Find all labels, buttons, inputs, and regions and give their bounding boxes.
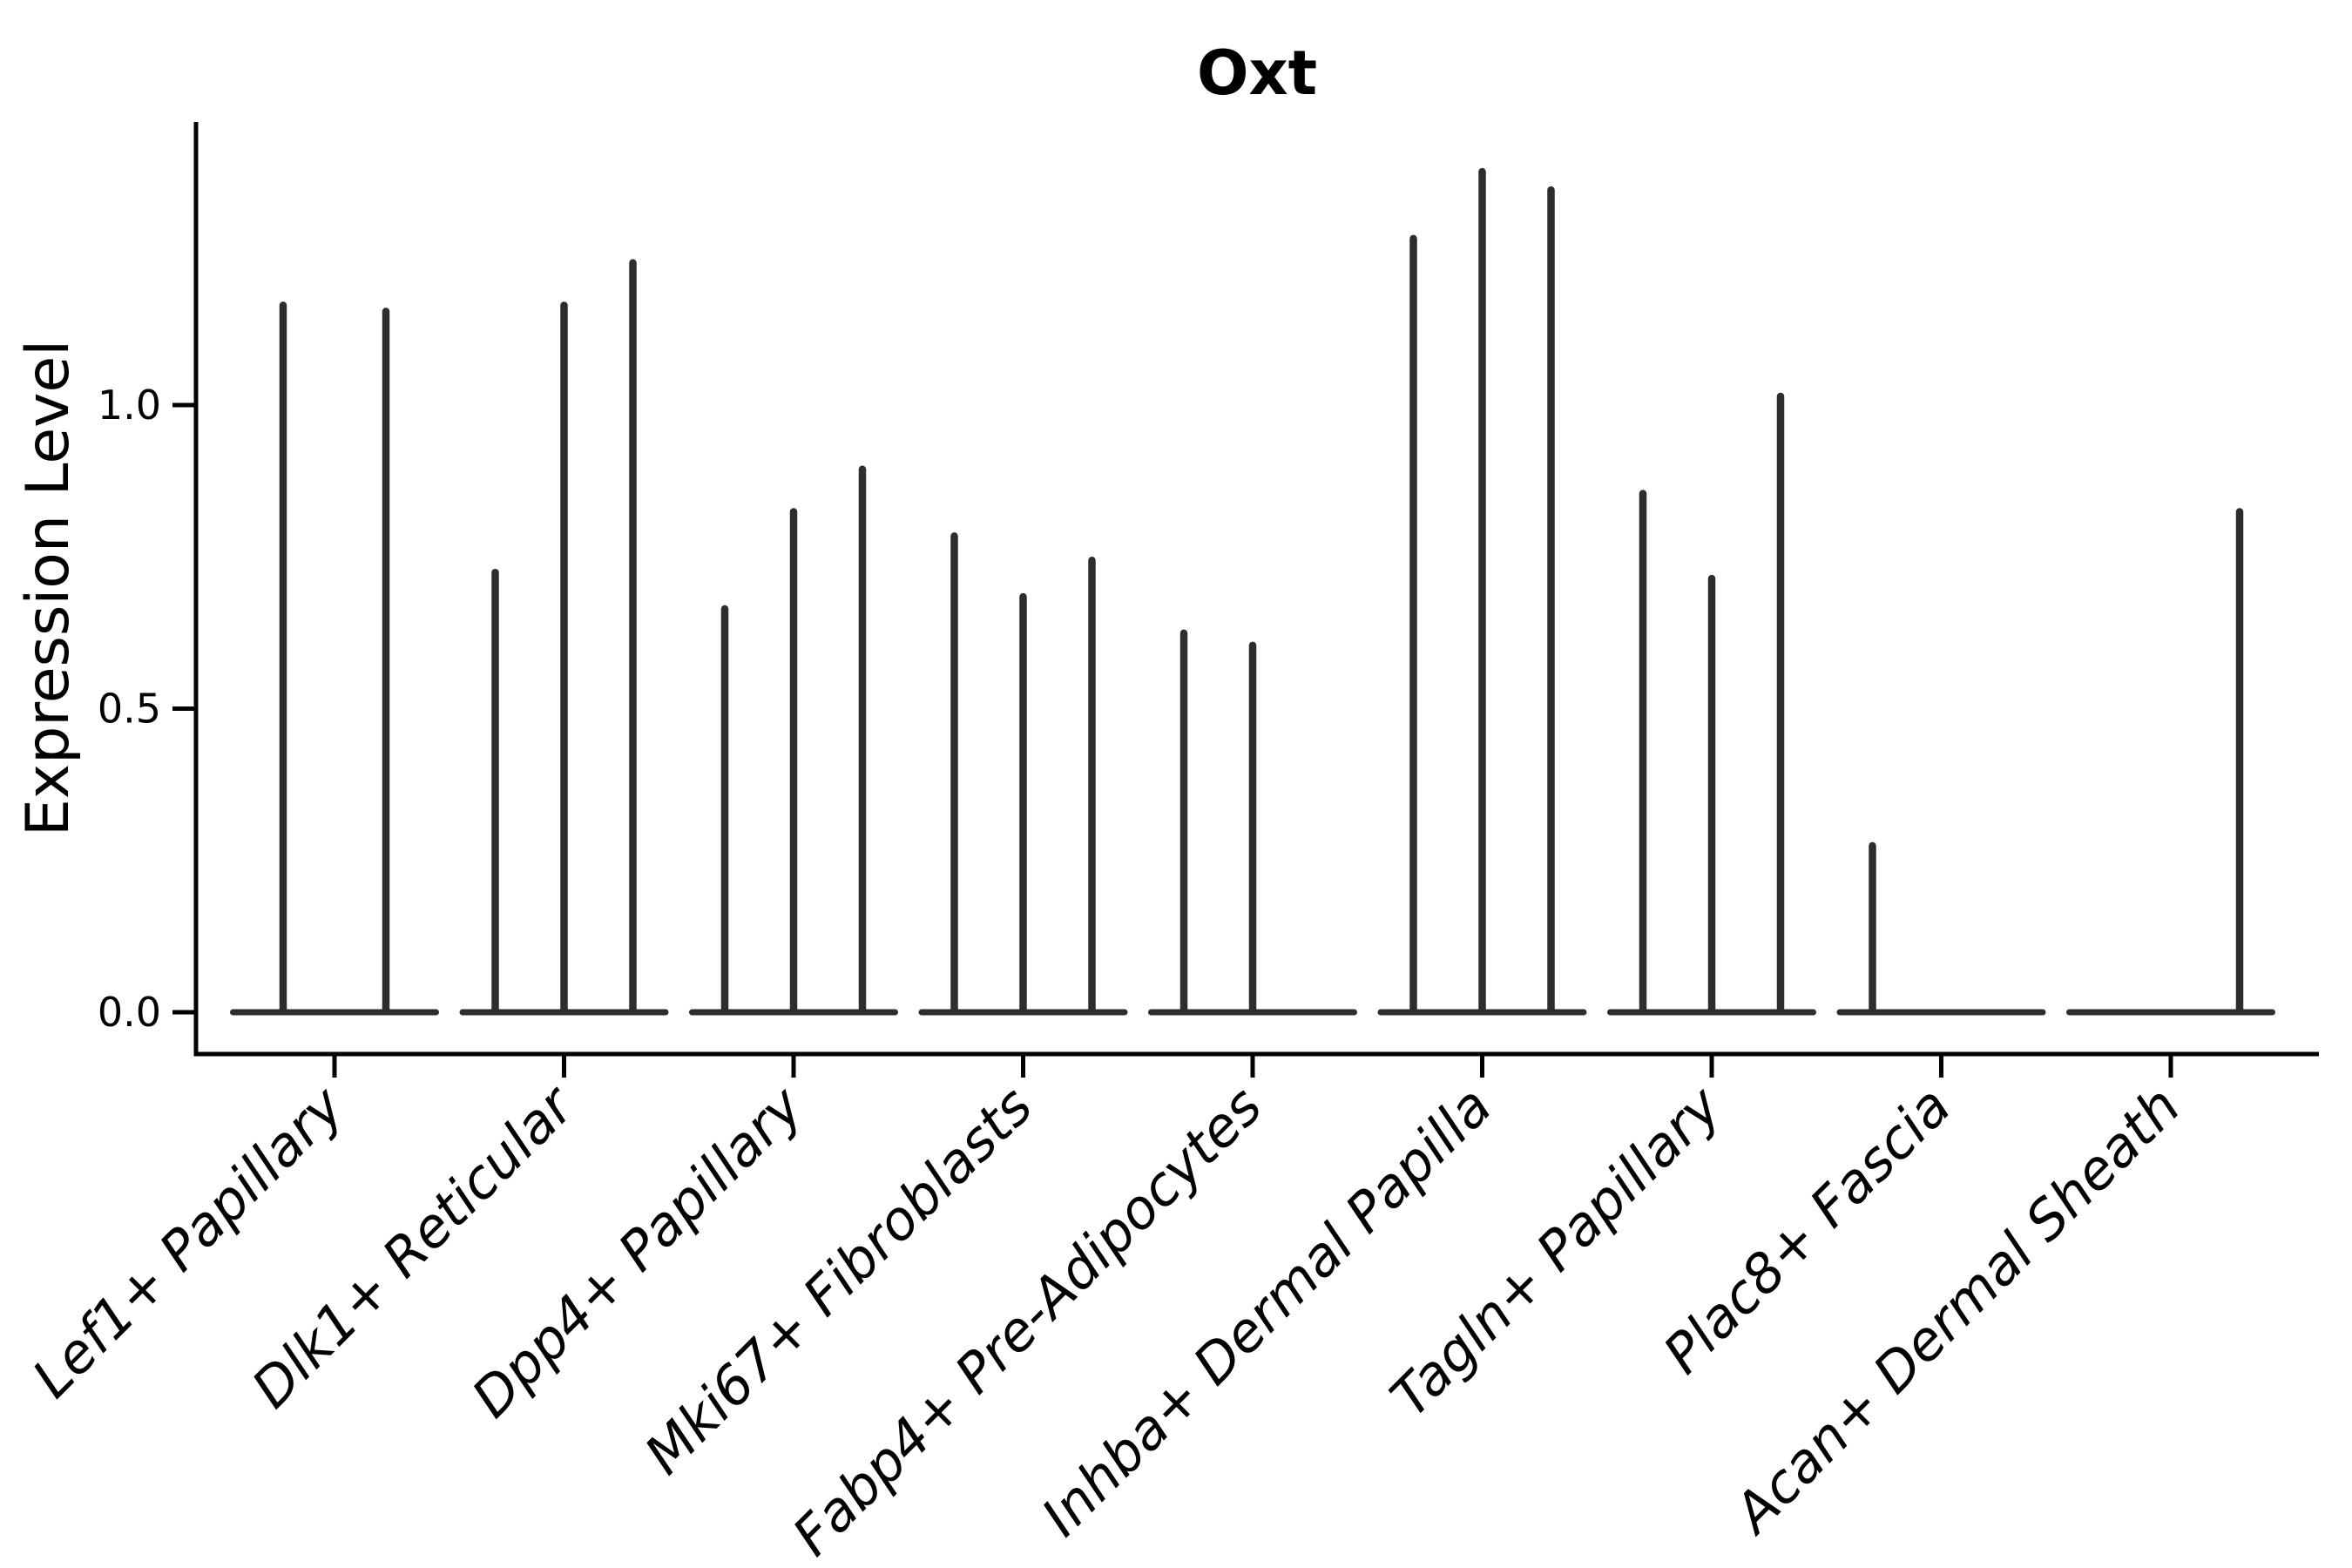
baseline-violin [2066, 1009, 2275, 1016]
y-tick-label: 0.5 [98, 686, 161, 733]
chart-title: Oxt [1197, 37, 1317, 109]
y-axis-label: Expression Level [14, 340, 83, 836]
baseline-violin [1836, 1009, 2046, 1016]
baseline-violin [230, 1009, 439, 1016]
y-tick-label: 0.0 [98, 989, 161, 1036]
x-tick-label: Acan+ Dermal Sheath [1720, 1074, 2193, 1547]
x-tick-label: Fabp4+ Pre-Adipocytes [781, 1074, 1274, 1568]
x-tick-label: Mki67+ Fibroblasts [632, 1074, 1044, 1486]
y-tick-label: 1.0 [98, 382, 161, 429]
x-tick-label: Inhba+ Dermal Papilla [1030, 1074, 1504, 1548]
